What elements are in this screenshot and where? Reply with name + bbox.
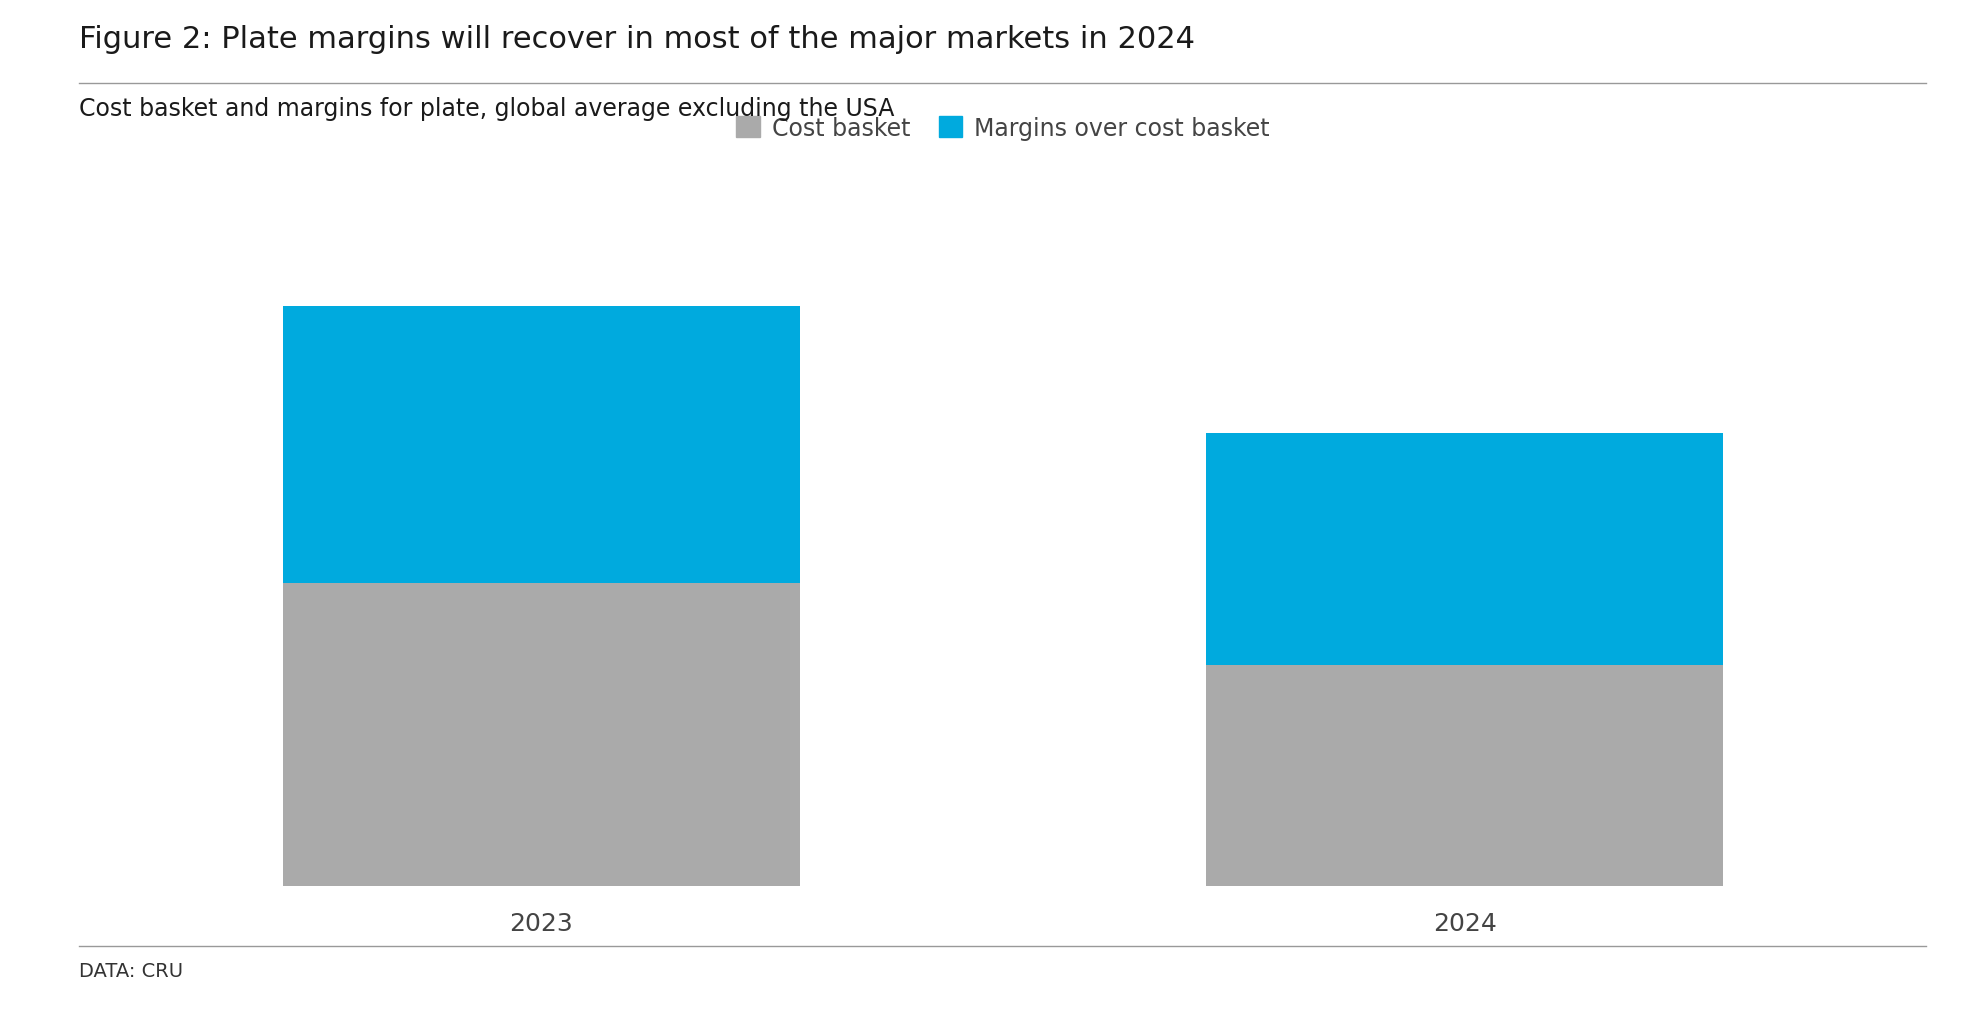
Text: Figure 2: Plate margins will recover in most of the major markets in 2024: Figure 2: Plate margins will recover in … xyxy=(79,25,1196,54)
Text: Cost basket and margins for plate, global average excluding the USA: Cost basket and margins for plate, globa… xyxy=(79,97,896,121)
Text: DATA: CRU: DATA: CRU xyxy=(79,961,183,980)
Bar xyxy=(282,307,800,583)
Bar xyxy=(1206,434,1724,665)
Legend: Cost basket, Margins over cost basket: Cost basket, Margins over cost basket xyxy=(737,117,1269,141)
Bar xyxy=(282,583,800,887)
Bar xyxy=(1206,665,1724,887)
